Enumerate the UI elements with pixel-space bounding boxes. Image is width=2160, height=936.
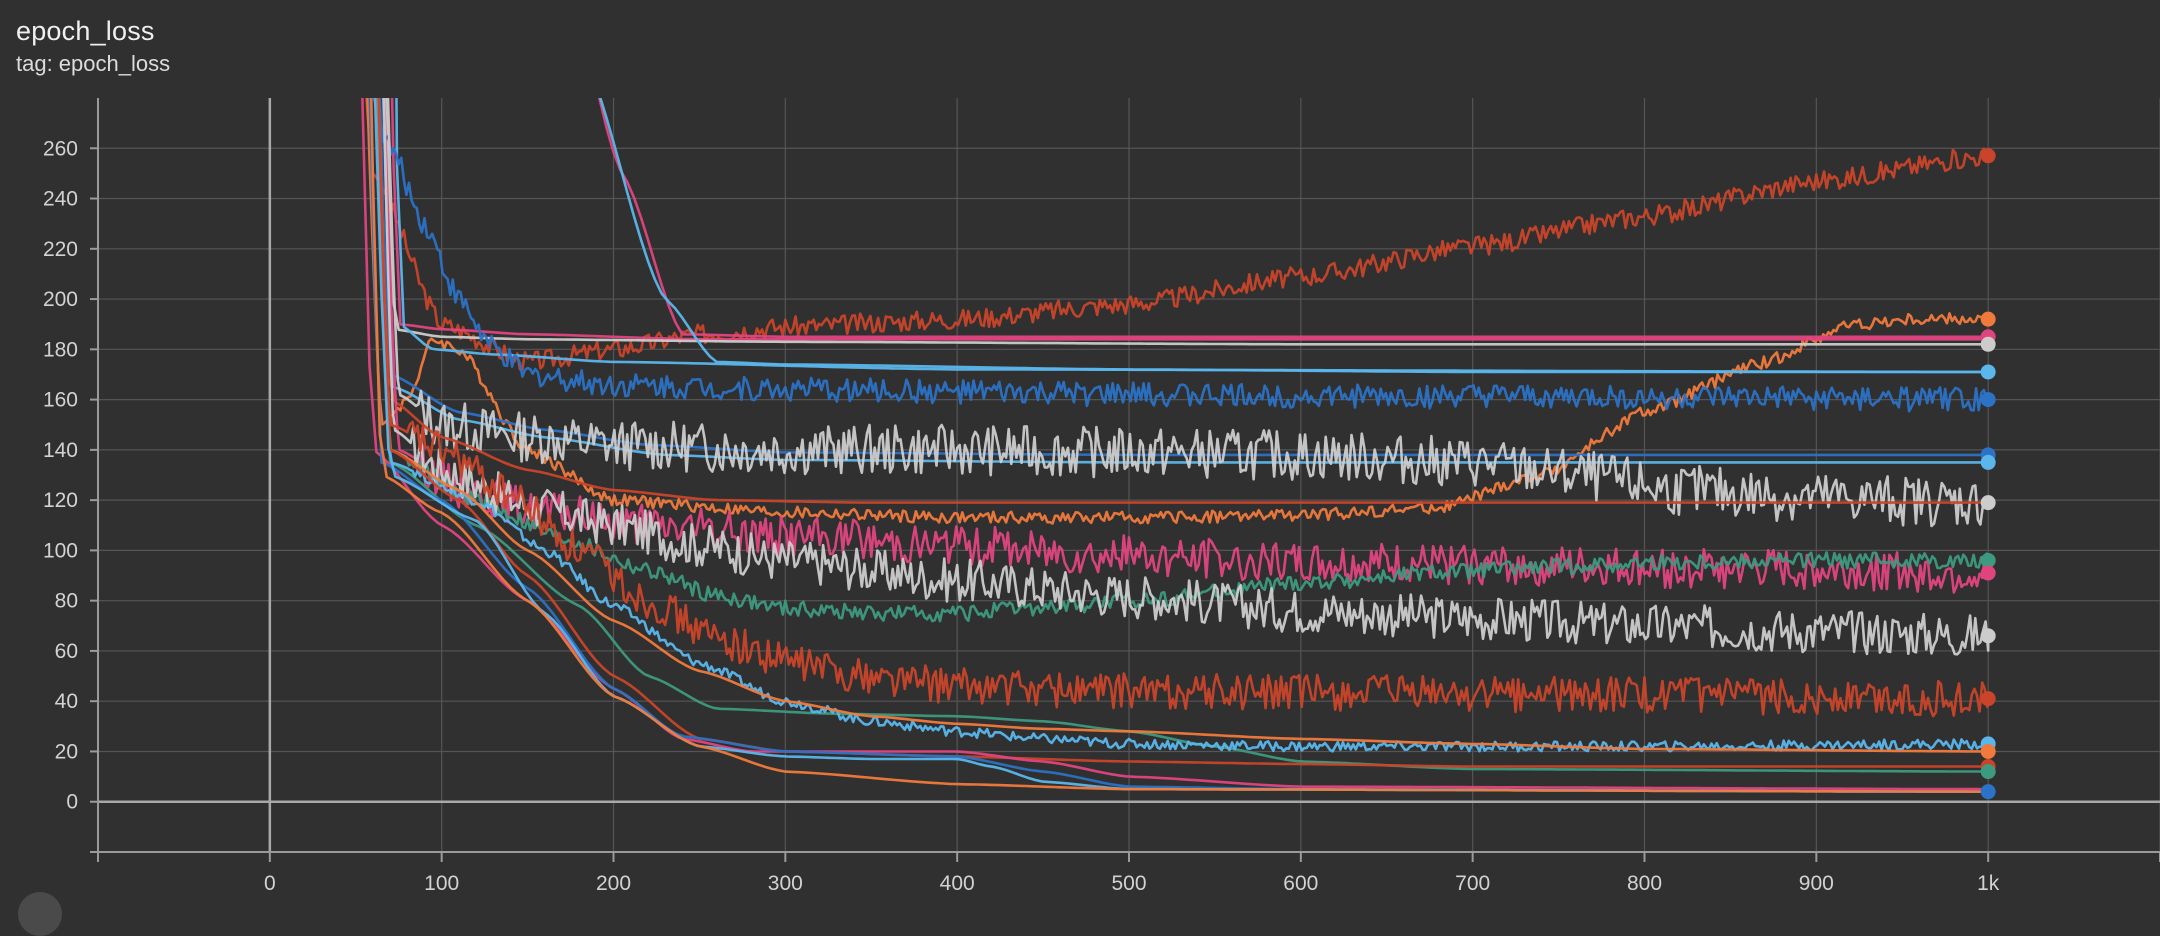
series-end-marker bbox=[1980, 784, 1996, 800]
y-tick-label: 260 bbox=[43, 137, 78, 160]
series-line bbox=[375, 98, 1990, 504]
x-tick-label: 400 bbox=[940, 872, 975, 895]
series-end-marker bbox=[1980, 364, 1996, 380]
grid-lines bbox=[97, 98, 2160, 853]
y-tick-label: 220 bbox=[43, 238, 78, 261]
series-line bbox=[384, 98, 1990, 346]
x-tick-label: 100 bbox=[424, 872, 459, 895]
series-lines bbox=[361, 98, 1990, 793]
x-tick-label: 700 bbox=[1455, 872, 1490, 895]
series-end-marker bbox=[1980, 336, 1996, 352]
series-line bbox=[377, 98, 1990, 773]
series-end-marker bbox=[1980, 764, 1996, 780]
series-end-marker bbox=[1980, 743, 1996, 759]
y-tick-label: 240 bbox=[43, 188, 78, 211]
series-line bbox=[395, 98, 1990, 374]
series-line bbox=[382, 98, 1990, 594]
series-line bbox=[382, 98, 1990, 656]
y-tick-label: 80 bbox=[55, 590, 78, 613]
series-line bbox=[372, 98, 1990, 413]
series-line bbox=[365, 98, 1990, 371]
x-tick-label: 300 bbox=[768, 872, 803, 895]
series-end-marker bbox=[1980, 565, 1996, 581]
x-tick-label: 200 bbox=[596, 872, 631, 895]
y-tick-label: 180 bbox=[43, 338, 78, 361]
y-tick-label: 120 bbox=[43, 489, 78, 512]
x-tick-label: 600 bbox=[1283, 872, 1318, 895]
series-end-marker bbox=[1980, 628, 1996, 644]
series-end-marker bbox=[1980, 691, 1996, 707]
x-tick-label: 800 bbox=[1627, 872, 1662, 895]
tick-labels: 0 100 200 300 400 500 600 700 800 900 1k 0 20 40 60 80 1… bbox=[43, 137, 2000, 895]
series-line bbox=[390, 98, 1990, 341]
x-tick-label: 0 bbox=[264, 872, 276, 895]
line-chart[interactable]: 0 100 200 300 400 500 600 700 800 900 1k 0 20 40 60 80 1… bbox=[0, 0, 2160, 904]
y-tick-label: 40 bbox=[55, 690, 78, 713]
series-end-marker bbox=[1980, 311, 1996, 327]
end-markers bbox=[1980, 148, 1996, 800]
series-end-marker bbox=[1980, 454, 1996, 470]
y-tick-label: 20 bbox=[55, 740, 78, 763]
series-line bbox=[377, 98, 1990, 768]
axes bbox=[90, 98, 2160, 862]
chart-options-button[interactable] bbox=[18, 892, 62, 936]
y-tick-label: 200 bbox=[43, 288, 78, 311]
series-line bbox=[366, 98, 1990, 525]
y-tick-label: 140 bbox=[43, 439, 78, 462]
series-line bbox=[597, 98, 1990, 339]
series-end-marker bbox=[1980, 495, 1996, 511]
y-tick-label: 0 bbox=[66, 791, 78, 814]
series-end-marker bbox=[1980, 392, 1996, 408]
series-line bbox=[377, 98, 1990, 753]
series-line bbox=[376, 98, 1990, 753]
series-line bbox=[369, 98, 1990, 793]
x-tick-label: 1k bbox=[1977, 872, 2000, 895]
series-line bbox=[377, 98, 1990, 718]
chart-title: epoch_loss bbox=[16, 16, 155, 46]
y-tick-label: 100 bbox=[43, 539, 78, 562]
chart-tag-label: tag: epoch_loss bbox=[16, 51, 171, 76]
series-end-marker bbox=[1980, 148, 1996, 164]
x-tick-label: 500 bbox=[1111, 872, 1146, 895]
series-line bbox=[386, 98, 1990, 528]
series-end-marker bbox=[1980, 552, 1996, 568]
y-tick-label: 60 bbox=[55, 640, 78, 663]
y-tick-label: 160 bbox=[43, 389, 78, 412]
x-tick-label: 900 bbox=[1799, 872, 1834, 895]
